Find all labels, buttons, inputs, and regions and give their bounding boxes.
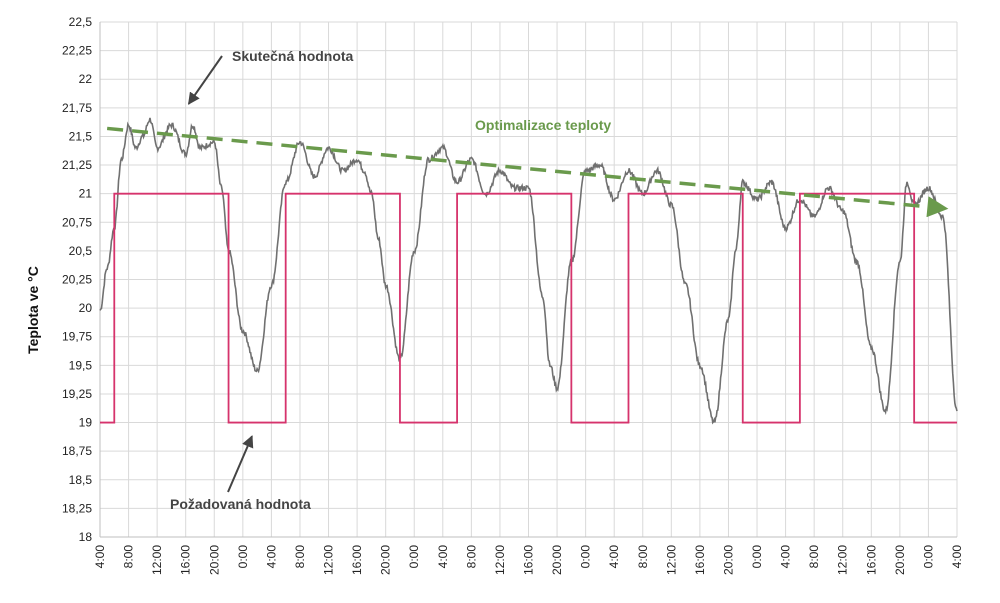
x-tick-label: 4:00 bbox=[950, 545, 964, 569]
x-tick-label: 4:00 bbox=[779, 545, 793, 569]
x-tick-label: 20:00 bbox=[207, 545, 221, 575]
y-tick-label: 18,5 bbox=[69, 473, 93, 487]
y-tick-label: 21,75 bbox=[62, 101, 92, 115]
y-tick-label: 21 bbox=[79, 187, 93, 201]
y-axis-ticks: 22,5 22,25 22 21,75 21,5 21,25 21 20,75 20,5 20,2… bbox=[62, 15, 92, 544]
annotation-setpoint-arrow bbox=[227, 435, 254, 493]
x-axis-ticks: 4:00 8:00 12:00 16:00 20:00 0:00 4:00 8:00 12:00… bbox=[93, 545, 964, 575]
y-axis-title: Teplota ve °C bbox=[25, 266, 41, 354]
x-tick-label: 16:00 bbox=[864, 545, 878, 575]
x-tick-label: 12:00 bbox=[493, 545, 507, 575]
y-tick-label: 20,5 bbox=[69, 244, 93, 258]
x-tick-label: 12:00 bbox=[664, 545, 678, 575]
grid bbox=[99, 21, 958, 538]
annotation-actual-arrow bbox=[187, 55, 223, 105]
x-tick-label: 8:00 bbox=[807, 545, 821, 569]
annotation-layer: Skutečná hodnota Požadovaná hodnota Optima… bbox=[170, 48, 611, 512]
series-trend-arrow bbox=[106, 126, 949, 218]
series-setpoint-line bbox=[100, 192, 957, 424]
y-tick-label: 19,5 bbox=[69, 358, 93, 372]
x-tick-label: 8:00 bbox=[464, 545, 478, 569]
y-tick-label: 18 bbox=[79, 530, 93, 544]
y-tick-label: 21,25 bbox=[62, 158, 92, 172]
y-tick-label: 19,75 bbox=[62, 330, 92, 344]
y-tick-label: 19 bbox=[79, 416, 93, 430]
y-tick-label: 22 bbox=[79, 72, 93, 86]
x-tick-label: 20:00 bbox=[550, 545, 564, 575]
x-tick-label: 12:00 bbox=[150, 545, 164, 575]
y-tick-label: 22,25 bbox=[62, 44, 92, 58]
y-tick-label: 18,75 bbox=[62, 444, 92, 458]
y-tick-label: 20 bbox=[79, 301, 93, 315]
annotation-actual-label: Skutečná hodnota bbox=[232, 48, 354, 64]
annotation-trend-label: Optimalizace teploty bbox=[475, 117, 611, 133]
x-tick-label: 12:00 bbox=[836, 545, 850, 575]
x-tick-label: 0:00 bbox=[407, 545, 421, 569]
x-tick-label: 12:00 bbox=[322, 545, 336, 575]
y-tick-label: 20,25 bbox=[62, 273, 92, 287]
x-tick-label: 4:00 bbox=[264, 545, 278, 569]
annotation-setpoint-label: Požadovaná hodnota bbox=[170, 496, 311, 512]
x-tick-label: 20:00 bbox=[721, 545, 735, 575]
series-layer bbox=[99, 117, 958, 425]
x-tick-label: 4:00 bbox=[436, 545, 450, 569]
x-tick-label: 8:00 bbox=[636, 545, 650, 569]
x-tick-label: 0:00 bbox=[921, 545, 935, 569]
x-tick-label: 16:00 bbox=[522, 545, 536, 575]
series-actual-line bbox=[99, 117, 958, 425]
x-tick-label: 8:00 bbox=[122, 545, 136, 569]
y-tick-label: 20,75 bbox=[62, 215, 92, 229]
x-tick-label: 0:00 bbox=[236, 545, 250, 569]
y-tick-label: 21,5 bbox=[69, 129, 93, 143]
x-tick-label: 16:00 bbox=[350, 545, 364, 575]
x-tick-label: 8:00 bbox=[293, 545, 307, 569]
x-tick-label: 20:00 bbox=[379, 545, 393, 575]
x-tick-label: 0:00 bbox=[750, 545, 764, 569]
x-tick-label: 16:00 bbox=[693, 545, 707, 575]
y-tick-label: 18,25 bbox=[62, 501, 92, 515]
x-tick-label: 16:00 bbox=[179, 545, 193, 575]
x-tick-label: 0:00 bbox=[579, 545, 593, 569]
y-tick-label: 22,5 bbox=[69, 15, 93, 29]
x-tick-label: 4:00 bbox=[607, 545, 621, 569]
x-tick-label: 20:00 bbox=[893, 545, 907, 575]
y-tick-label: 19,25 bbox=[62, 387, 92, 401]
x-tick-label: 4:00 bbox=[93, 545, 107, 569]
